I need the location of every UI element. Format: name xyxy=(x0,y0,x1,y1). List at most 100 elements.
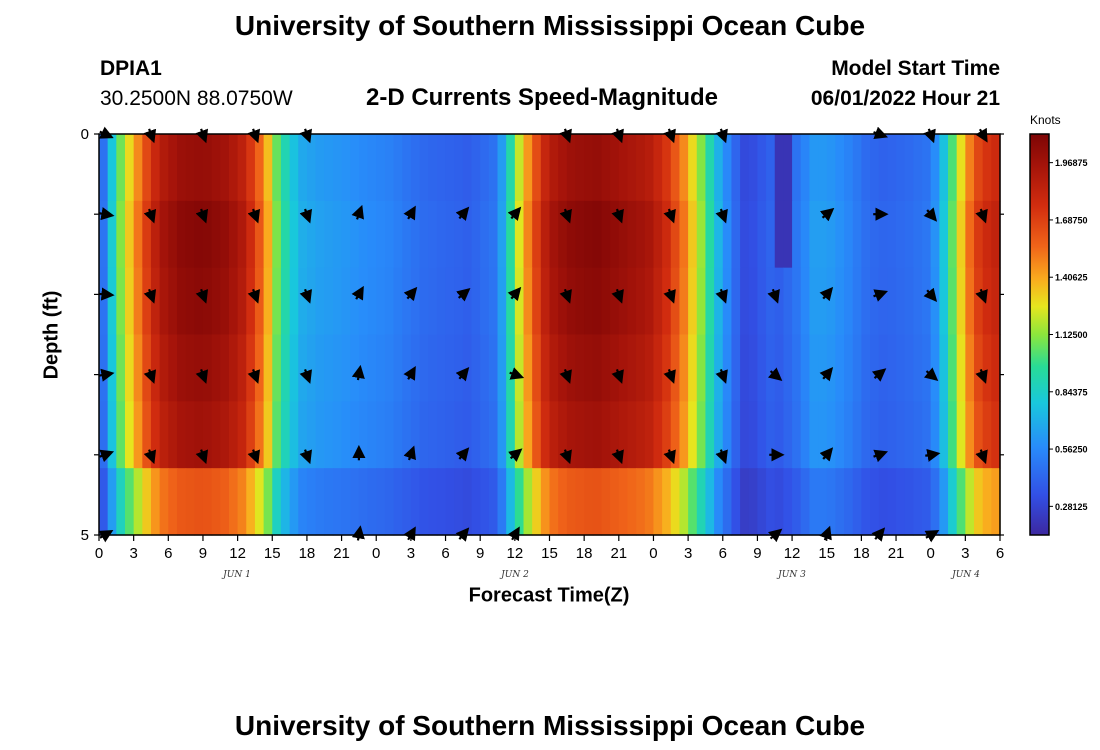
heatmap-cell xyxy=(662,267,672,336)
heatmap-cell xyxy=(532,200,542,269)
heatmap-cell xyxy=(376,267,386,336)
y-tick-label: 5 xyxy=(81,527,89,544)
heatmap-cell xyxy=(896,134,906,202)
current-vector-arrow xyxy=(611,288,624,304)
heatmap-cell xyxy=(844,468,854,536)
date-label-jun-4: JUN 4 xyxy=(952,570,980,580)
x-tick-label: 12 xyxy=(229,545,246,562)
heatmap-cell xyxy=(783,334,793,402)
heatmap-cell xyxy=(870,200,880,269)
heatmap-cell xyxy=(740,267,750,336)
heatmap-cell xyxy=(150,200,161,269)
heatmap-cell xyxy=(592,134,603,202)
heatmap-cell xyxy=(133,200,143,269)
current-vector-arrow xyxy=(559,208,572,224)
heatmap-cell xyxy=(731,200,741,269)
current-vector-arrow xyxy=(923,287,938,302)
heatmap-cell xyxy=(870,334,880,402)
heatmap-cell xyxy=(974,200,984,269)
heatmap-cell xyxy=(956,401,966,469)
heatmap-cell xyxy=(99,401,109,469)
heatmap-cell xyxy=(878,134,888,202)
heatmap-cell xyxy=(566,401,577,469)
heatmap-cell xyxy=(272,334,282,402)
heatmap-cell xyxy=(835,200,845,269)
heatmap-cell xyxy=(142,468,152,536)
heatmap-cell xyxy=(436,267,447,336)
heatmap-cell xyxy=(722,401,733,469)
heatmap-cell xyxy=(965,134,975,202)
heatmap-cell xyxy=(506,267,516,336)
heatmap-cell xyxy=(298,468,308,536)
x-tick-label: 15 xyxy=(541,545,558,562)
heatmap-cell xyxy=(280,200,291,269)
heatmap-cell xyxy=(818,334,828,402)
x-tick-label: 12 xyxy=(507,545,524,562)
heatmap-cell xyxy=(852,267,862,336)
heatmap-cell xyxy=(332,468,343,536)
heatmap-cell xyxy=(332,334,343,402)
heatmap-cell xyxy=(618,267,629,336)
heatmap-cell xyxy=(861,401,871,469)
heatmap-cell xyxy=(480,401,490,469)
heatmap-cell xyxy=(740,468,750,536)
heatmap-cell xyxy=(662,200,672,269)
heatmap-cell xyxy=(428,334,438,402)
x-tick-label: 9 xyxy=(753,545,761,562)
heatmap-cell xyxy=(835,401,845,469)
heatmap-cell xyxy=(116,267,126,336)
current-vector-arrow xyxy=(143,208,157,224)
current-vector-arrow xyxy=(195,288,209,304)
heatmap-cell xyxy=(705,267,715,336)
x-tick-label: 21 xyxy=(888,545,905,562)
x-tick-label: 15 xyxy=(264,545,281,562)
heatmap-cell xyxy=(428,200,438,269)
heatmap-cell xyxy=(384,334,395,402)
heatmap-cell xyxy=(930,334,940,402)
heatmap-cell xyxy=(974,134,984,202)
heatmap-cell xyxy=(870,468,880,536)
heatmap-cell xyxy=(679,468,689,536)
heatmap-cell xyxy=(341,200,351,269)
heatmap-cell xyxy=(948,200,958,269)
heatmap-cell xyxy=(575,267,585,336)
x-tick-label: 0 xyxy=(649,545,657,562)
heatmap-cell xyxy=(280,468,291,536)
heatmap-cell xyxy=(116,401,126,469)
heatmap-cell xyxy=(558,334,568,402)
heatmap-cell xyxy=(124,134,135,202)
heatmap-cell xyxy=(211,200,221,269)
heatmap-cell xyxy=(896,334,906,402)
x-tick-label: 6 xyxy=(719,545,727,562)
heatmap-cell xyxy=(272,134,282,202)
heatmap-cell xyxy=(627,267,637,336)
heatmap-cell xyxy=(384,200,395,269)
heatmap-cell xyxy=(532,134,542,202)
heatmap-cell xyxy=(246,134,256,202)
heatmap-cell xyxy=(618,401,629,469)
heatmap-cell xyxy=(852,401,862,469)
current-vector-arrow xyxy=(143,449,157,465)
heatmap-cell xyxy=(410,334,421,402)
heatmap-cell xyxy=(904,267,914,336)
heatmap-cell xyxy=(774,267,785,336)
heatmap-cell xyxy=(488,200,499,269)
heatmap-cell xyxy=(627,134,637,202)
heatmap-cell xyxy=(549,134,559,202)
current-vector-arrow xyxy=(507,286,522,302)
heatmap-cell xyxy=(393,134,403,202)
heatmap-cell xyxy=(575,468,585,536)
heatmap-cell xyxy=(653,468,663,536)
heatmap-cell xyxy=(740,200,750,269)
x-tick-label: 6 xyxy=(441,545,449,562)
heatmap-cell xyxy=(870,267,880,336)
y-tick-label: 0 xyxy=(81,126,89,143)
heatmap-cell xyxy=(696,334,707,402)
current-vector-arrow xyxy=(508,448,523,462)
heatmap-cell xyxy=(644,401,655,469)
current-vector-arrow xyxy=(195,449,209,465)
heatmap-cell xyxy=(202,334,213,402)
heatmap-cell xyxy=(670,134,681,202)
heatmap-cell xyxy=(523,134,533,202)
current-vector-arrow xyxy=(403,445,416,461)
